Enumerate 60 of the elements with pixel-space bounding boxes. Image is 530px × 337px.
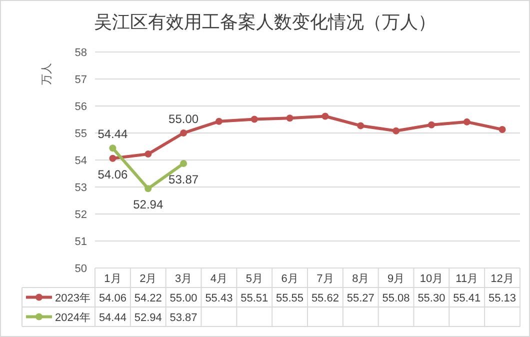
y-tick-label: 54 xyxy=(74,155,87,167)
point xyxy=(357,122,364,130)
x-tick-label: 5月 xyxy=(246,273,263,285)
x-tick-label: 8月 xyxy=(352,273,370,285)
point xyxy=(463,118,470,126)
point xyxy=(109,154,116,162)
y-tick-label: 55 xyxy=(74,128,87,140)
point xyxy=(428,121,435,128)
data-label: 55.00 xyxy=(170,292,198,304)
y-tick-label: 51 xyxy=(74,236,87,248)
x-tick-label: 9月 xyxy=(387,273,405,285)
x-tick-label: 4月 xyxy=(210,273,228,285)
x-tick-label: 2月 xyxy=(140,273,157,285)
x-tick-label: 12月 xyxy=(490,273,514,285)
data-label: 55.27 xyxy=(346,292,374,304)
data-label: 52.94 xyxy=(134,312,162,324)
y-tick-label: 50 xyxy=(74,263,87,275)
y-tick-label: 53 xyxy=(74,182,87,194)
legend-label: 2024年 xyxy=(55,312,90,324)
legend-label: 2023年 xyxy=(55,292,90,304)
data-label: 55.62 xyxy=(311,292,339,304)
point xyxy=(250,116,258,123)
point xyxy=(215,118,222,125)
annotation: 52.94 xyxy=(133,198,164,212)
data-label: 54.44 xyxy=(98,312,126,324)
chart-title: 吴江区有效用工备案人数变化情况（万人） xyxy=(94,12,436,32)
data-label: 55.30 xyxy=(418,292,446,304)
point xyxy=(286,114,294,122)
annotation: 53.87 xyxy=(168,172,199,187)
point xyxy=(109,144,116,152)
y-tick-label: 58 xyxy=(74,47,87,59)
data-label: 54.06 xyxy=(98,292,126,304)
point xyxy=(180,160,188,168)
y-tick-label: 57 xyxy=(74,74,87,86)
point xyxy=(180,130,188,136)
data-label: 55.08 xyxy=(382,292,410,304)
data-label: 55.51 xyxy=(240,292,268,304)
point xyxy=(144,150,152,158)
x-tick-label: 11月 xyxy=(456,273,478,285)
x-tick-label: 6月 xyxy=(281,273,298,285)
y-tick-label: 56 xyxy=(74,101,87,113)
data-label: 55.13 xyxy=(488,292,516,304)
point xyxy=(144,185,152,192)
x-tick-label: 10月 xyxy=(420,273,444,285)
point xyxy=(322,112,329,120)
data-label: 55.43 xyxy=(205,292,233,304)
x-tick-label: 1月 xyxy=(104,273,122,285)
point xyxy=(392,127,400,134)
data-label: 55.41 xyxy=(453,292,481,304)
annotation: 54.44 xyxy=(98,127,128,142)
y-tick-label: 52 xyxy=(74,209,87,221)
annotation: 55.00 xyxy=(168,112,199,126)
x-tick-label: 3月 xyxy=(174,273,192,285)
data-label: 53.87 xyxy=(170,312,198,324)
annotation: 54.06 xyxy=(98,167,128,182)
data-label: 55.55 xyxy=(276,292,304,304)
y-axis-title: 万人 xyxy=(41,63,53,85)
data-label: 54.22 xyxy=(134,292,162,304)
point xyxy=(498,126,506,133)
x-tick-label: 7月 xyxy=(316,273,334,285)
